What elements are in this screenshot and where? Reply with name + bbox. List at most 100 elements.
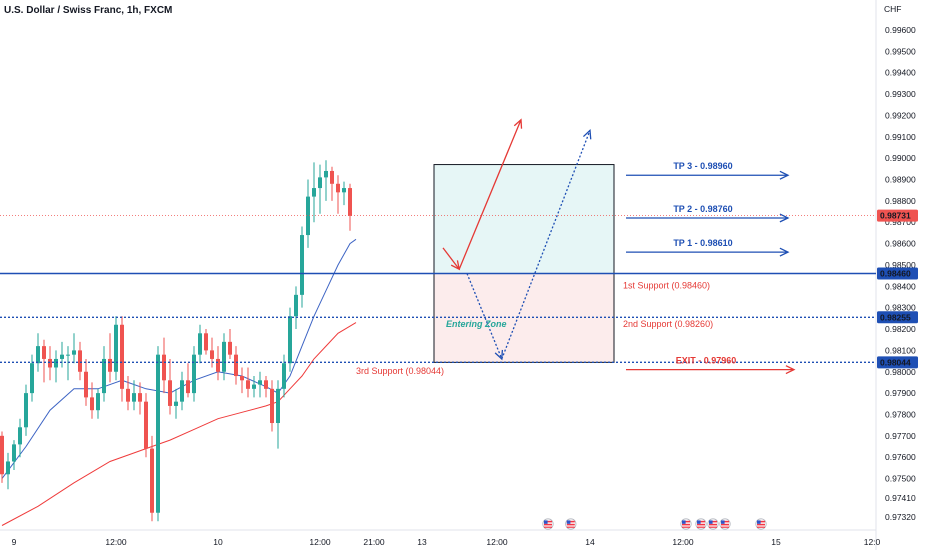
price-badge[interactable]: 0.98044 [877, 356, 918, 369]
candle[interactable] [258, 371, 262, 398]
candle[interactable] [138, 382, 142, 415]
time-axis[interactable]: 9 12:00 10 12:00 21:00 13 12:00 14 12:00 15 12:0 [12, 537, 881, 547]
candle[interactable] [198, 324, 202, 364]
price-tick-label: 0.97800 [885, 409, 916, 419]
candle[interactable] [156, 346, 160, 522]
candle[interactable] [336, 175, 340, 214]
candle-body [330, 170, 334, 184]
us-flag-icon[interactable] [542, 518, 554, 530]
us-flag-icon[interactable] [755, 518, 767, 530]
candle[interactable] [96, 388, 100, 419]
candle[interactable] [72, 333, 76, 364]
candle[interactable] [102, 346, 106, 402]
candle[interactable] [288, 307, 292, 372]
price-badge[interactable]: 0.98460 [877, 267, 918, 280]
economic-events[interactable] [542, 518, 767, 530]
candle-body [216, 358, 220, 372]
candle[interactable] [294, 286, 298, 330]
us-flag-icon[interactable] [719, 518, 731, 530]
forecast-path[interactable] [466, 273, 504, 361]
candle[interactable] [114, 316, 118, 381]
candle-body [126, 388, 130, 402]
forecast-path-shaft [442, 247, 460, 270]
candle[interactable] [78, 341, 82, 381]
candle[interactable] [312, 162, 316, 223]
target-zone[interactable] [433, 164, 615, 275]
flag-stripe [721, 520, 729, 523]
candle[interactable] [120, 316, 124, 402]
candle[interactable] [330, 166, 334, 201]
target-arrow[interactable] [626, 213, 790, 223]
moving-average-blue [1, 238, 357, 479]
candle[interactable] [318, 164, 322, 214]
candle[interactable] [342, 181, 346, 206]
candle[interactable] [228, 329, 232, 359]
candle[interactable] [108, 333, 112, 383]
candle[interactable] [18, 418, 22, 458]
target-arrow[interactable] [626, 170, 790, 180]
candle[interactable] [306, 179, 310, 248]
flag-stripe [682, 526, 690, 528]
candle[interactable] [150, 435, 154, 522]
candle[interactable] [24, 384, 28, 436]
candle[interactable] [168, 358, 172, 415]
price-badge[interactable]: 0.98731 [877, 209, 918, 222]
target-arrow-head [779, 247, 790, 257]
price-tick-label: 0.99000 [885, 153, 916, 163]
candle[interactable] [36, 333, 40, 372]
candle-body [132, 393, 136, 402]
candle-body [336, 183, 340, 193]
candle[interactable] [48, 346, 52, 381]
candle[interactable] [300, 226, 304, 308]
forecast-path[interactable] [501, 128, 592, 360]
target-arrow[interactable] [626, 247, 790, 257]
candle[interactable] [204, 329, 208, 355]
us-flag-icon[interactable] [695, 518, 707, 530]
candle[interactable] [0, 431, 4, 483]
time-tick-label: 10 [213, 537, 223, 547]
candle[interactable] [264, 376, 268, 398]
candle[interactable] [192, 346, 196, 402]
target-arrow[interactable] [626, 365, 796, 375]
candle[interactable] [174, 388, 178, 419]
candle[interactable] [90, 382, 94, 419]
candle[interactable] [246, 367, 250, 398]
candle[interactable] [12, 440, 16, 471]
candle[interactable] [42, 339, 46, 383]
candle[interactable] [6, 452, 10, 490]
flag-canton [757, 520, 761, 524]
candle[interactable] [222, 333, 226, 381]
candle[interactable] [276, 380, 280, 449]
candle[interactable] [84, 358, 88, 406]
price-axis[interactable]: 0.97320 0.97410 0.97500 0.97600 0.97700 0.978… [877, 25, 918, 522]
candle[interactable] [180, 371, 184, 411]
forecast-path[interactable] [458, 118, 523, 270]
candle[interactable] [240, 367, 244, 394]
candle[interactable] [234, 346, 238, 385]
us-flag-icon[interactable] [680, 518, 692, 530]
candle[interactable] [144, 393, 148, 458]
candle[interactable] [54, 350, 58, 383]
candle[interactable] [324, 160, 328, 201]
price-badge-bg [877, 356, 918, 369]
us-flag-icon[interactable] [565, 518, 577, 530]
price-badge[interactable]: 0.98255 [877, 311, 918, 324]
candle-body [42, 346, 46, 359]
candle[interactable] [126, 376, 130, 411]
candle[interactable] [66, 346, 70, 381]
flag-stripe [709, 523, 717, 526]
candlestick-series[interactable] [0, 160, 352, 522]
candle[interactable] [186, 363, 190, 398]
candle[interactable] [132, 380, 136, 411]
flag-canton [721, 520, 725, 524]
chart-title: U.S. Dollar / Swiss Franc, 1h, FXCM [4, 5, 172, 16]
candle[interactable] [162, 337, 166, 394]
candle[interactable] [216, 346, 220, 381]
candle[interactable] [60, 341, 64, 368]
candle[interactable] [270, 380, 274, 432]
price-badge-bg [877, 267, 918, 280]
candle[interactable] [348, 183, 352, 231]
us-flag-icon[interactable] [707, 518, 719, 530]
candle[interactable] [252, 376, 256, 398]
